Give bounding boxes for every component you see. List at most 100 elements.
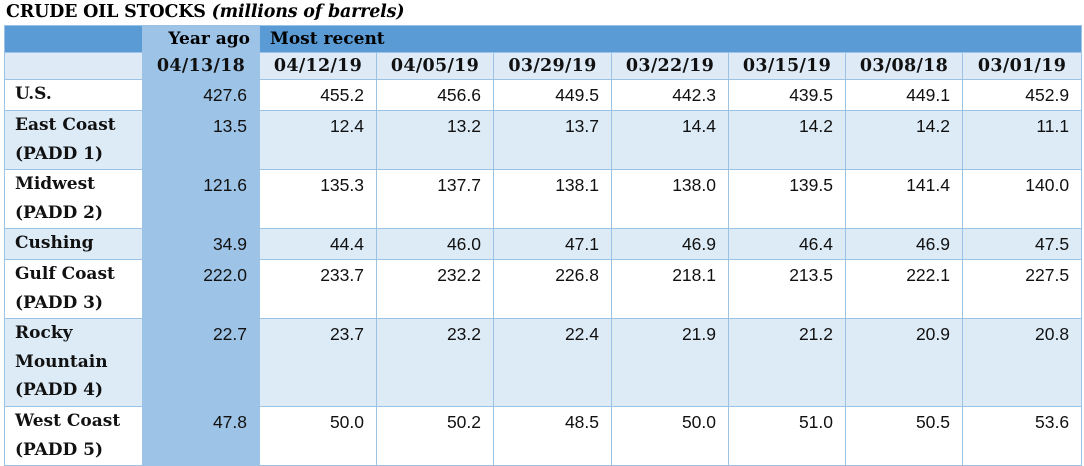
value-cell: 138.0 bbox=[611, 169, 729, 229]
value-cell: 456.6 bbox=[376, 79, 494, 111]
value-cell: 442.3 bbox=[611, 79, 729, 111]
value-cell: 455.2 bbox=[259, 79, 377, 111]
date-header-4: 03/22/19 bbox=[611, 52, 729, 80]
row-label: Cushing bbox=[4, 228, 143, 260]
value-cell: 11.1 bbox=[961, 110, 1083, 170]
value-cell: 20.9 bbox=[845, 318, 963, 407]
value-cell: 22.4 bbox=[493, 318, 612, 407]
row-label-line: (PADD 5) bbox=[15, 439, 104, 460]
table-title: CRUDE OIL STOCKS (millions of barrels) bbox=[6, 2, 405, 22]
value-cell: 51.0 bbox=[728, 406, 846, 466]
value-cell: 222.1 bbox=[845, 259, 963, 319]
date-header-2: 04/05/19 bbox=[376, 52, 494, 80]
row-label: West Coast (PADD 5) bbox=[4, 406, 143, 466]
value-cell: 227.5 bbox=[961, 259, 1083, 319]
table-row: Rocky Mountain (PADD 4) 22.7 23.7 23.2 22.4 21.… bbox=[4, 318, 1083, 407]
value-cell: 46.4 bbox=[728, 228, 846, 260]
value-cell: 46.9 bbox=[845, 228, 963, 260]
value-cell: 14.4 bbox=[611, 110, 729, 170]
crude-oil-stocks-table: Year ago Most recent 04/13/18 04/12/19 0… bbox=[4, 25, 1083, 466]
value-cell: 439.5 bbox=[728, 79, 846, 111]
value-cell: 140.0 bbox=[961, 169, 1083, 229]
row-label-line: Midwest bbox=[15, 174, 96, 194]
header-row-groups: Year ago Most recent bbox=[4, 25, 1083, 53]
title-subtitle: (millions of barrels) bbox=[211, 2, 405, 22]
row-label: East Coast (PADD 1) bbox=[4, 110, 143, 170]
table-row: West Coast (PADD 5) 47.8 50.0 50.2 48.5 50.0 51… bbox=[4, 406, 1083, 466]
row-label-line: Rocky bbox=[15, 323, 73, 343]
row-label-line: East Coast bbox=[15, 115, 116, 135]
value-cell: 50.0 bbox=[259, 406, 377, 466]
value-cell: 13.2 bbox=[376, 110, 494, 170]
row-label-line: (PADD 2) bbox=[15, 202, 104, 223]
value-cell: 21.9 bbox=[611, 318, 729, 407]
header-date-corner bbox=[4, 52, 143, 80]
row-label-line: (PADD 4) bbox=[15, 380, 104, 400]
value-cell: 12.4 bbox=[259, 110, 377, 170]
value-cell: 135.3 bbox=[259, 169, 377, 229]
value-cell: 452.9 bbox=[961, 79, 1083, 111]
year-ago-value: 121.6 bbox=[142, 169, 260, 229]
row-label-line: West Coast bbox=[15, 411, 121, 431]
value-cell: 232.2 bbox=[376, 259, 494, 319]
header-row-dates: 04/13/18 04/12/19 04/05/19 03/29/19 03/2… bbox=[4, 52, 1083, 80]
date-header-6: 03/08/18 bbox=[845, 52, 963, 80]
value-cell: 47.1 bbox=[493, 228, 612, 260]
value-cell: 50.0 bbox=[611, 406, 729, 466]
value-cell: 50.5 bbox=[845, 406, 963, 466]
year-ago-value: 13.5 bbox=[142, 110, 260, 170]
row-label: Gulf Coast (PADD 3) bbox=[4, 259, 143, 319]
date-header-1: 04/12/19 bbox=[259, 52, 377, 80]
row-label-line: Mountain bbox=[15, 351, 108, 372]
value-cell: 14.2 bbox=[845, 110, 963, 170]
row-label: U.S. bbox=[4, 79, 143, 111]
year-ago-header: Year ago bbox=[142, 25, 260, 53]
value-cell: 213.5 bbox=[728, 259, 846, 319]
row-label-line: (PADD 3) bbox=[15, 292, 104, 313]
value-cell: 50.2 bbox=[376, 406, 494, 466]
value-cell: 21.2 bbox=[728, 318, 846, 407]
table-row: Gulf Coast (PADD 3) 222.0 233.7 232.2 226.8 21… bbox=[4, 259, 1083, 319]
row-label: Midwest (PADD 2) bbox=[4, 169, 143, 229]
date-header-0: 04/13/18 bbox=[142, 52, 260, 80]
value-cell: 44.4 bbox=[259, 228, 377, 260]
value-cell: 13.7 bbox=[493, 110, 612, 170]
year-ago-value: 22.7 bbox=[142, 318, 260, 407]
value-cell: 141.4 bbox=[845, 169, 963, 229]
title-main: CRUDE OIL STOCKS bbox=[6, 2, 206, 22]
value-cell: 137.7 bbox=[376, 169, 494, 229]
date-header-3: 03/29/19 bbox=[493, 52, 612, 80]
value-cell: 47.5 bbox=[961, 228, 1083, 260]
row-label-line: Gulf Coast bbox=[15, 264, 115, 284]
table-row: East Coast (PADD 1) 13.5 12.4 13.2 13.7 14.4 14… bbox=[4, 110, 1083, 170]
value-cell: 233.7 bbox=[259, 259, 377, 319]
value-cell: 449.1 bbox=[845, 79, 963, 111]
year-ago-value: 34.9 bbox=[142, 228, 260, 260]
most-recent-header: Most recent bbox=[258, 25, 1083, 53]
header-corner-cell bbox=[4, 25, 143, 53]
value-cell: 14.2 bbox=[728, 110, 846, 170]
row-label-line: Cushing bbox=[15, 233, 94, 253]
year-ago-value: 47.8 bbox=[142, 406, 260, 466]
table-row: Cushing 34.9 44.4 46.0 47.1 46.9 46.4 46.9 47.5 bbox=[4, 228, 1083, 260]
date-header-5: 03/15/19 bbox=[728, 52, 846, 80]
row-label: Rocky Mountain (PADD 4) bbox=[4, 318, 143, 407]
value-cell: 20.8 bbox=[961, 318, 1083, 407]
year-ago-value: 222.0 bbox=[142, 259, 260, 319]
value-cell: 23.2 bbox=[376, 318, 494, 407]
value-cell: 226.8 bbox=[493, 259, 612, 319]
value-cell: 218.1 bbox=[611, 259, 729, 319]
row-label-line: U.S. bbox=[15, 84, 52, 104]
year-ago-value: 427.6 bbox=[142, 79, 260, 111]
value-cell: 138.1 bbox=[493, 169, 612, 229]
value-cell: 46.0 bbox=[376, 228, 494, 260]
value-cell: 48.5 bbox=[493, 406, 612, 466]
table-row: Midwest (PADD 2) 121.6 135.3 137.7 138.1 138.0… bbox=[4, 169, 1083, 229]
value-cell: 23.7 bbox=[259, 318, 377, 407]
value-cell: 46.9 bbox=[611, 228, 729, 260]
row-label-line: (PADD 1) bbox=[15, 143, 104, 164]
date-header-7: 03/01/19 bbox=[961, 52, 1083, 80]
value-cell: 449.5 bbox=[493, 79, 612, 111]
table-row: U.S. 427.6 455.2 456.6 449.5 442.3 439.5 449.1 4… bbox=[4, 79, 1083, 111]
value-cell: 53.6 bbox=[961, 406, 1083, 466]
